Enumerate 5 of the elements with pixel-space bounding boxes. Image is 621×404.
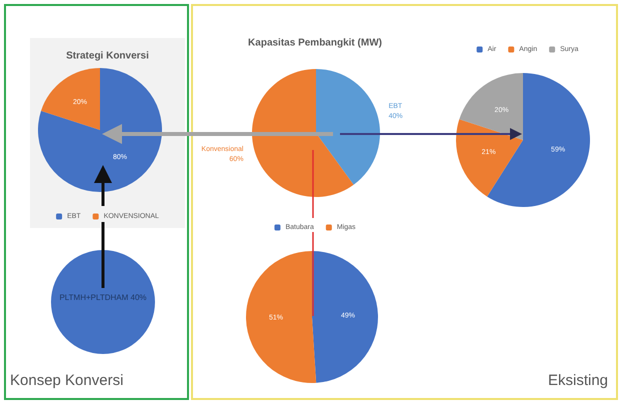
text: Eksisting xyxy=(548,372,608,389)
text: Konsep Konversi xyxy=(10,372,124,389)
chart-title: Strategi Konversi xyxy=(66,50,150,62)
text: PLTMH+PLTDHAM 40% xyxy=(58,292,148,303)
chart-title: Kapasitas Pembangkit (MW) xyxy=(248,38,382,48)
